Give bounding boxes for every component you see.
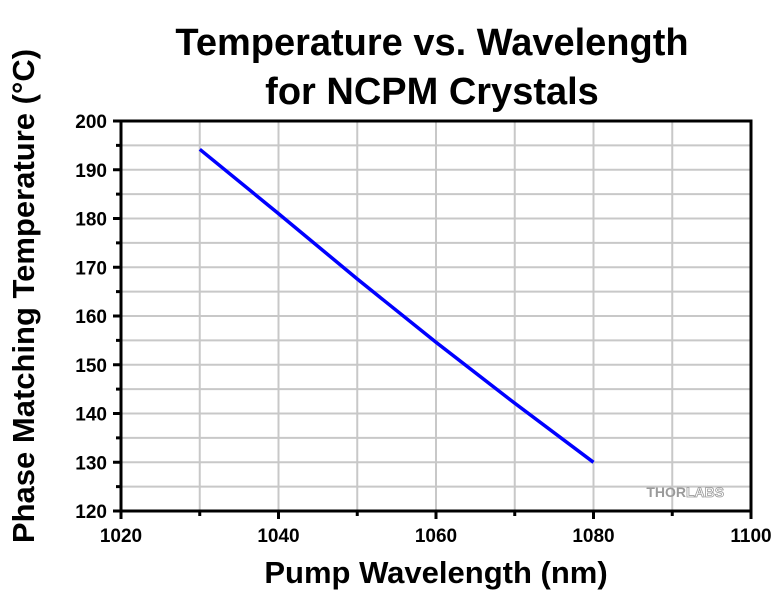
y-tick-label: 150: [75, 356, 107, 377]
y-tick-label: 140: [75, 405, 107, 426]
watermark-labs: LABS: [686, 484, 724, 500]
x-tick-label: 1080: [572, 526, 614, 547]
x-tick-label: 1100: [730, 526, 771, 547]
axes: [113, 119, 753, 519]
watermark-thorlabs: THOR LABS: [646, 484, 724, 501]
y-tick-label: 180: [75, 210, 107, 231]
y-axis-label: Phase Matching Temperature (°C): [6, 49, 41, 543]
x-tick-label: 1020: [100, 526, 142, 547]
watermark-thor: THOR: [646, 484, 686, 500]
x-axis-label: Pump Wavelength (nm): [264, 555, 607, 590]
x-tick-labels: 1020 1040 1060 1080 1100: [100, 526, 772, 547]
chart-title-line-1: Temperature vs. Wavelength: [175, 22, 688, 64]
series-layer: [198, 147, 595, 464]
x-tick-label: 1040: [257, 526, 299, 547]
chart-title-line-2: for NCPM Crystals: [265, 71, 599, 113]
y-tick-label: 130: [75, 453, 107, 474]
y-tick-labels: 120 130 140 150 160 170 180 190 200: [75, 112, 107, 523]
x-tick-label: 1060: [415, 526, 457, 547]
gridlines: [121, 121, 751, 511]
y-tick-label: 190: [75, 161, 107, 182]
y-tick-label: 120: [75, 502, 107, 523]
y-tick-label: 160: [75, 307, 107, 328]
y-tick-label: 200: [75, 112, 107, 133]
y-tick-label: 170: [75, 258, 107, 279]
series-line: [198, 147, 595, 464]
